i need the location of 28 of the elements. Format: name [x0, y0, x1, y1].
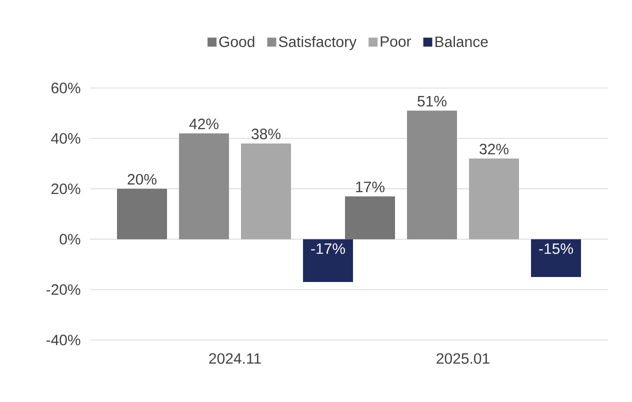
- bar: [407, 110, 458, 240]
- data-label: 42%: [189, 118, 218, 130]
- legend-label: Balance: [435, 36, 488, 48]
- bar: [303, 239, 353, 282]
- bar: [345, 196, 395, 240]
- data-label: -17%: [311, 243, 345, 254]
- y-tick-label: 60%: [52, 82, 80, 94]
- x-tick-label: 2025.01: [436, 353, 490, 364]
- bar: [531, 239, 582, 277]
- y-tick-label: 0%: [60, 234, 80, 245]
- bar: [117, 188, 168, 240]
- legend-label: Good: [219, 36, 254, 48]
- bar: [469, 158, 520, 240]
- data-label: -15%: [539, 243, 573, 254]
- y-tick-label: -20%: [46, 284, 80, 295]
- y-tick-label: -40%: [46, 334, 80, 346]
- data-label: 20%: [128, 174, 156, 185]
- y-tick-label: 40%: [51, 133, 80, 144]
- bar: [179, 133, 229, 240]
- legend-label: Poor: [380, 36, 412, 47]
- legend-label: Satisfactory: [278, 36, 357, 50]
- y-tick-label: 20%: [52, 183, 80, 194]
- data-label: 51%: [418, 96, 446, 106]
- data-label: 17%: [356, 182, 384, 192]
- data-label: 32%: [480, 144, 508, 154]
- bar: [241, 143, 291, 240]
- data-label: 38%: [252, 128, 280, 140]
- x-tick-label: 2024.11: [209, 353, 261, 364]
